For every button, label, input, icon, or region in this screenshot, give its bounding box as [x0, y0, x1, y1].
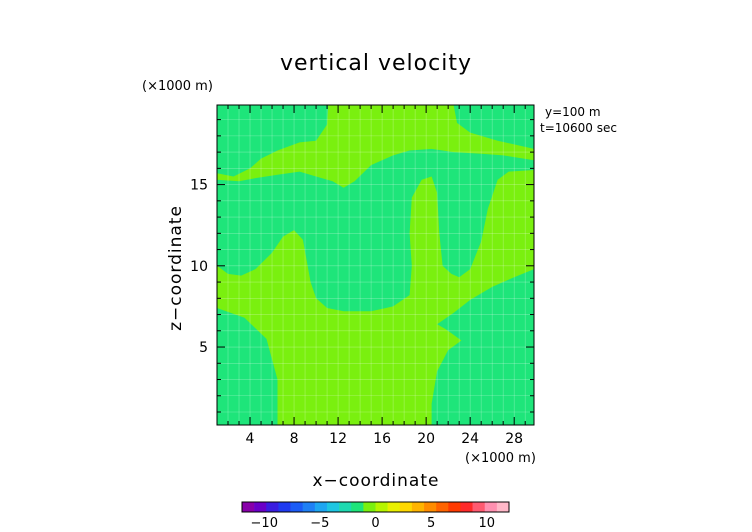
colorbar-swatch [266, 502, 279, 512]
y-axis-label: z−coordinate [166, 205, 186, 331]
colorbar-swatch [375, 502, 388, 512]
colorbar-swatch [314, 502, 328, 512]
x-axis: 4 8 12 16 20 24 28 [216, 105, 526, 447]
colorbar-swatch [326, 502, 340, 512]
plot-frame [216, 104, 535, 426]
colorbar [241, 501, 510, 513]
x-tick-label: 8 [290, 431, 299, 447]
colorbar-swatch [399, 502, 413, 512]
colorbar-swatch [290, 502, 303, 512]
colorbar-swatch [242, 502, 255, 512]
colorbar-swatch [339, 502, 352, 512]
annotation-y: y=100 m [545, 105, 601, 119]
colorbar-tick-label: 0 [371, 516, 379, 531]
colorbar-swatch [302, 502, 316, 512]
x-tick-label: 4 [246, 431, 255, 447]
x-scale-label: (×1000 m) [465, 451, 536, 466]
y-tick-label: 15 [190, 178, 208, 194]
y-axis: 5 10 15 [190, 119, 534, 413]
colorbar-swatch [472, 502, 486, 512]
colorbar-swatch [436, 502, 449, 512]
colorbar-swatch [411, 502, 425, 512]
x-tick-label: 20 [417, 431, 435, 447]
colorbar-swatch [484, 502, 498, 512]
x-tick-label: 28 [505, 431, 523, 447]
colorbar-swatch [387, 502, 401, 512]
colorbar-swatch [254, 502, 267, 512]
annotation-t: t=10600 sec [540, 121, 617, 135]
colorbar-swatch [460, 502, 473, 512]
x-axis-label: x−coordinate [313, 471, 440, 491]
colorbar-swatch [448, 502, 461, 512]
contour-region-1 [217, 170, 534, 425]
x-tick-label: 24 [461, 431, 479, 447]
y-tick-label: 10 [190, 259, 208, 275]
colorbar-frame [241, 501, 510, 513]
colorbar-tick-label: −5 [310, 516, 329, 531]
x-tick-label: 16 [373, 431, 391, 447]
colorbar-swatch [424, 502, 437, 512]
y-tick-label: 5 [199, 340, 208, 356]
colorbar-tick-label: 5 [427, 516, 435, 531]
x-tick-label: 12 [329, 431, 347, 447]
plot-area [216, 105, 534, 425]
y-scale-label: (×1000 m) [142, 79, 213, 94]
contour-region-2 [217, 105, 534, 188]
colorbar-swatch [363, 502, 376, 512]
colorbar-swatch [351, 502, 364, 512]
chart-title: vertical velocity [280, 51, 472, 76]
colorbar-tick-label: −10 [251, 516, 278, 531]
colorbar-ticks: −10 −5 0 5 10 [251, 516, 495, 531]
colorbar-swatch [278, 502, 291, 512]
colorbar-swatch [496, 502, 510, 512]
colorbar-tick-label: 10 [478, 516, 495, 531]
